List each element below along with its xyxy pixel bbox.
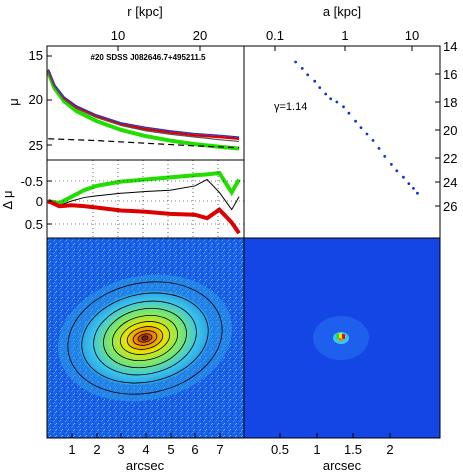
profile-series-2 — [47, 69, 240, 138]
gamma-annotation: γ=1.14 — [274, 101, 307, 113]
residual-series-2 — [47, 199, 241, 235]
galaxy-xtick-5: 5 — [167, 442, 174, 457]
profile-curves — [47, 69, 240, 151]
psf-xtick-1-5: 1.5 — [344, 442, 362, 457]
gamma-point — [383, 155, 387, 158]
gamma-point — [402, 175, 405, 179]
psf-xtick-1: 1 — [313, 442, 320, 457]
gamma-point — [318, 86, 322, 89]
top-tick-a-1: 1 — [341, 28, 348, 43]
right-tick-22: 22 — [443, 151, 457, 166]
delta-mu-tick-pos: 0.5 — [25, 217, 43, 232]
mu-tick-20: 20 — [29, 92, 43, 107]
psf-image-panel — [244, 238, 440, 438]
delta-mu-tick-neg: -0.5 — [21, 174, 43, 189]
right-tick-14: 14 — [443, 39, 457, 54]
gamma-point — [329, 97, 333, 101]
top-tick-r-20: 20 — [193, 28, 207, 43]
galaxy-xtick-1: 1 — [68, 442, 75, 457]
gamma-point — [395, 169, 399, 173]
galaxy-xtick-3: 3 — [117, 442, 124, 457]
gamma-points — [294, 60, 419, 195]
right-tick-24: 24 — [443, 175, 457, 190]
gamma-point — [294, 60, 298, 64]
gamma-point — [306, 73, 310, 77]
gamma-point — [347, 111, 351, 115]
profile-series-3 — [47, 70, 240, 143]
galaxy-xlabel: arcsec — [126, 458, 165, 473]
gamma-point — [416, 191, 419, 195]
right-tick-26: 26 — [443, 199, 457, 214]
top-axis-label-r: r [kpc] — [127, 4, 162, 19]
profile-title: #20 SDSS J082646.7+495211.5 — [91, 53, 207, 62]
residual-series-0 — [47, 170, 241, 206]
galaxy-image-panel — [47, 238, 244, 438]
psf-xtick-0-5: 0.5 — [271, 442, 289, 457]
gamma-point — [389, 163, 393, 166]
top-tick-r-10: 10 — [111, 28, 125, 43]
gamma-point — [412, 187, 415, 190]
gamma-point — [335, 100, 339, 104]
top-tick-a-10: 10 — [405, 28, 419, 43]
delta-mu-axis-label: Δ μ — [0, 190, 15, 209]
mu-axis-label: μ — [6, 98, 21, 106]
gamma-point — [342, 105, 345, 109]
galaxy-xtick-7: 7 — [216, 442, 223, 457]
gamma-point — [300, 67, 304, 70]
right-tick-20: 20 — [443, 123, 457, 138]
gamma-point — [359, 126, 363, 129]
mu-tick-15: 15 — [29, 48, 43, 63]
galaxy-xtick-4: 4 — [142, 442, 149, 457]
right-tick-16: 16 — [443, 67, 457, 82]
gamma-point — [365, 132, 369, 136]
gamma-point — [371, 139, 375, 142]
psf-xlabel: arcsec — [323, 458, 362, 473]
residual-grid — [47, 160, 244, 238]
psf-xtick-2: 2 — [386, 442, 393, 457]
gamma-point — [313, 79, 317, 83]
profile-series-0 — [47, 71, 240, 151]
profile-series-1 — [47, 69, 240, 141]
tick-marks — [47, 45, 440, 438]
delta-mu-tick-0: 0 — [36, 194, 43, 209]
galaxy-xtick-6: 6 — [191, 442, 198, 457]
gamma-point — [407, 182, 411, 186]
top-axis-label-a: a [kpc] — [323, 4, 361, 19]
gamma-point — [324, 92, 328, 96]
top-tick-a-0-1: 0.1 — [266, 28, 284, 43]
gamma-point — [377, 147, 381, 150]
panel-frames — [46, 45, 441, 439]
mu-tick-25: 25 — [29, 138, 43, 153]
gamma-point — [354, 119, 357, 123]
galaxy-xtick-2: 2 — [93, 442, 100, 457]
profile-series-4 — [48, 138, 240, 149]
right-tick-18: 18 — [443, 95, 457, 110]
